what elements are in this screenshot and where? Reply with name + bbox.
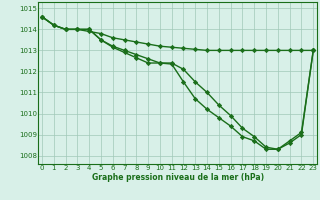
X-axis label: Graphe pression niveau de la mer (hPa): Graphe pression niveau de la mer (hPa) (92, 173, 264, 182)
